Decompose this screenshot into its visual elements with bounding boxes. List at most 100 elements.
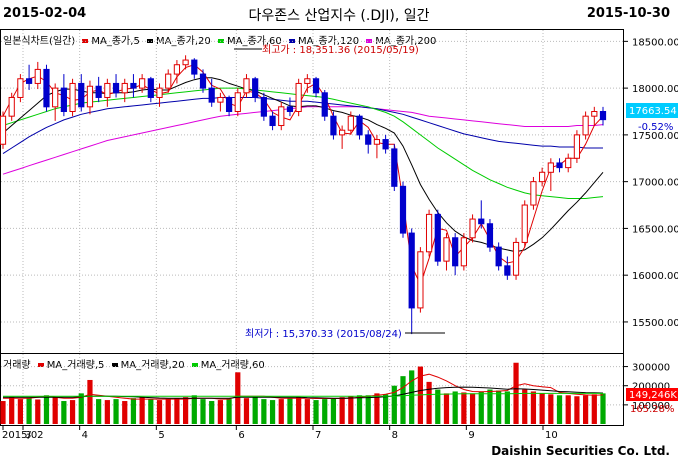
volume-bar (443, 393, 450, 424)
volume-bar (530, 391, 537, 424)
candle-body (8, 96, 15, 117)
volume-bar (174, 398, 180, 424)
volume-bar (504, 391, 510, 424)
volume-bar (104, 400, 110, 424)
volume-bar (252, 397, 258, 424)
candle-body (252, 78, 259, 98)
volume-bar (243, 398, 250, 424)
candle-body (25, 78, 33, 84)
volume-bar (226, 399, 232, 424)
candle-body (165, 73, 172, 89)
candle-body (243, 78, 250, 94)
legend-swatch-vma5 (37, 362, 44, 367)
candle-body (312, 78, 320, 94)
volume-bar (209, 401, 215, 424)
ma-line-ma20 (2, 77, 604, 253)
candle-body (0, 115, 7, 145)
volume-bar (17, 399, 23, 424)
volume-bar (122, 401, 128, 424)
x-tick-label: 4 (82, 430, 88, 441)
volume-bar (348, 396, 354, 424)
volume-ma-lines (3, 373, 604, 400)
current-change: -0.52% (638, 122, 673, 133)
volume-bar (365, 395, 371, 424)
volume-bar (165, 399, 171, 424)
volume-bar (61, 401, 67, 424)
x-tick-label: 6 (238, 430, 244, 441)
candle-body (17, 78, 24, 98)
candle-body (452, 237, 459, 267)
candle-body (60, 87, 67, 112)
volume-ma-line (3, 392, 603, 397)
price-tick-label: 17500.00 (632, 131, 678, 142)
volume-bar (574, 396, 580, 424)
volume-bar (339, 397, 345, 424)
volume-bar (565, 395, 571, 424)
price-tick-label: 16500.00 (632, 224, 678, 235)
candle-body (495, 246, 502, 267)
volume-bar (426, 381, 432, 424)
candle-body (208, 87, 215, 103)
volume-bar (461, 392, 467, 424)
legend-vma20: MA_거래량,20 (120, 360, 185, 371)
volume-bar (148, 399, 154, 424)
candle-body (408, 232, 415, 309)
footer-copyright: Daishin Securities Co. Ltd. (491, 444, 670, 458)
candle-body (425, 213, 433, 253)
candle-body (417, 251, 424, 309)
volume-legend: 거래량 MA_거래량,5 MA_거래량,20 MA_거래량,60 (3, 356, 265, 371)
volume-bar (400, 376, 406, 424)
volume-bar (469, 393, 476, 424)
x-tick-label: 10 (545, 430, 558, 441)
start-date: 2015-02-04 (3, 6, 87, 21)
x-tick-label: 8 (392, 430, 398, 441)
candle-body (504, 265, 511, 276)
volume-bar (139, 397, 145, 424)
volume-bar (183, 397, 189, 424)
x-axis-ticks: 2015/023 4 5 6 7 8 9 10 (2, 425, 558, 441)
legend-ma20: MA_종가,20 (156, 36, 211, 47)
volume-bar (96, 399, 102, 424)
volume-bar (156, 400, 163, 424)
legend-swatch-ma5 (82, 38, 89, 43)
legend-swatch-vma60 (191, 362, 198, 367)
volume-bars (0, 362, 606, 424)
candle-body (95, 85, 102, 98)
candle-body (112, 82, 120, 94)
volume-bar (600, 393, 606, 424)
candle-body (539, 171, 546, 183)
candle-body (321, 92, 328, 117)
volume-bar (26, 398, 32, 424)
volume-bar (287, 398, 293, 424)
volume-bar (43, 395, 50, 424)
volume-bar (548, 394, 554, 424)
chart-name: 일본식차트(일간) (3, 36, 76, 47)
candle-body (530, 181, 537, 206)
candle-body (365, 134, 372, 145)
x-tick-label: 3 (25, 430, 31, 441)
volume-bar (78, 393, 84, 424)
candle-body (434, 213, 441, 262)
candle-body (443, 237, 450, 262)
candle-body (191, 59, 198, 75)
volume-bar (9, 397, 15, 424)
ma-line-ma200 (2, 106, 604, 175)
volume-bar (313, 400, 319, 424)
candle-body (225, 96, 233, 112)
volume-bar (583, 395, 589, 424)
current-price-box (626, 103, 678, 118)
candle-body (86, 85, 94, 108)
candle-body (286, 106, 294, 113)
volume-bar (374, 393, 380, 424)
candle-body (139, 78, 146, 89)
ma120-line-group (2, 97, 603, 155)
candle-body (304, 78, 311, 84)
volume-bar (556, 395, 563, 424)
volume-bar (217, 400, 223, 424)
ma60-line-group (2, 87, 604, 199)
ma-line-ma60 (2, 87, 604, 199)
volume-bar (539, 393, 545, 424)
volume-bar (113, 399, 119, 424)
candle-body (356, 115, 363, 136)
